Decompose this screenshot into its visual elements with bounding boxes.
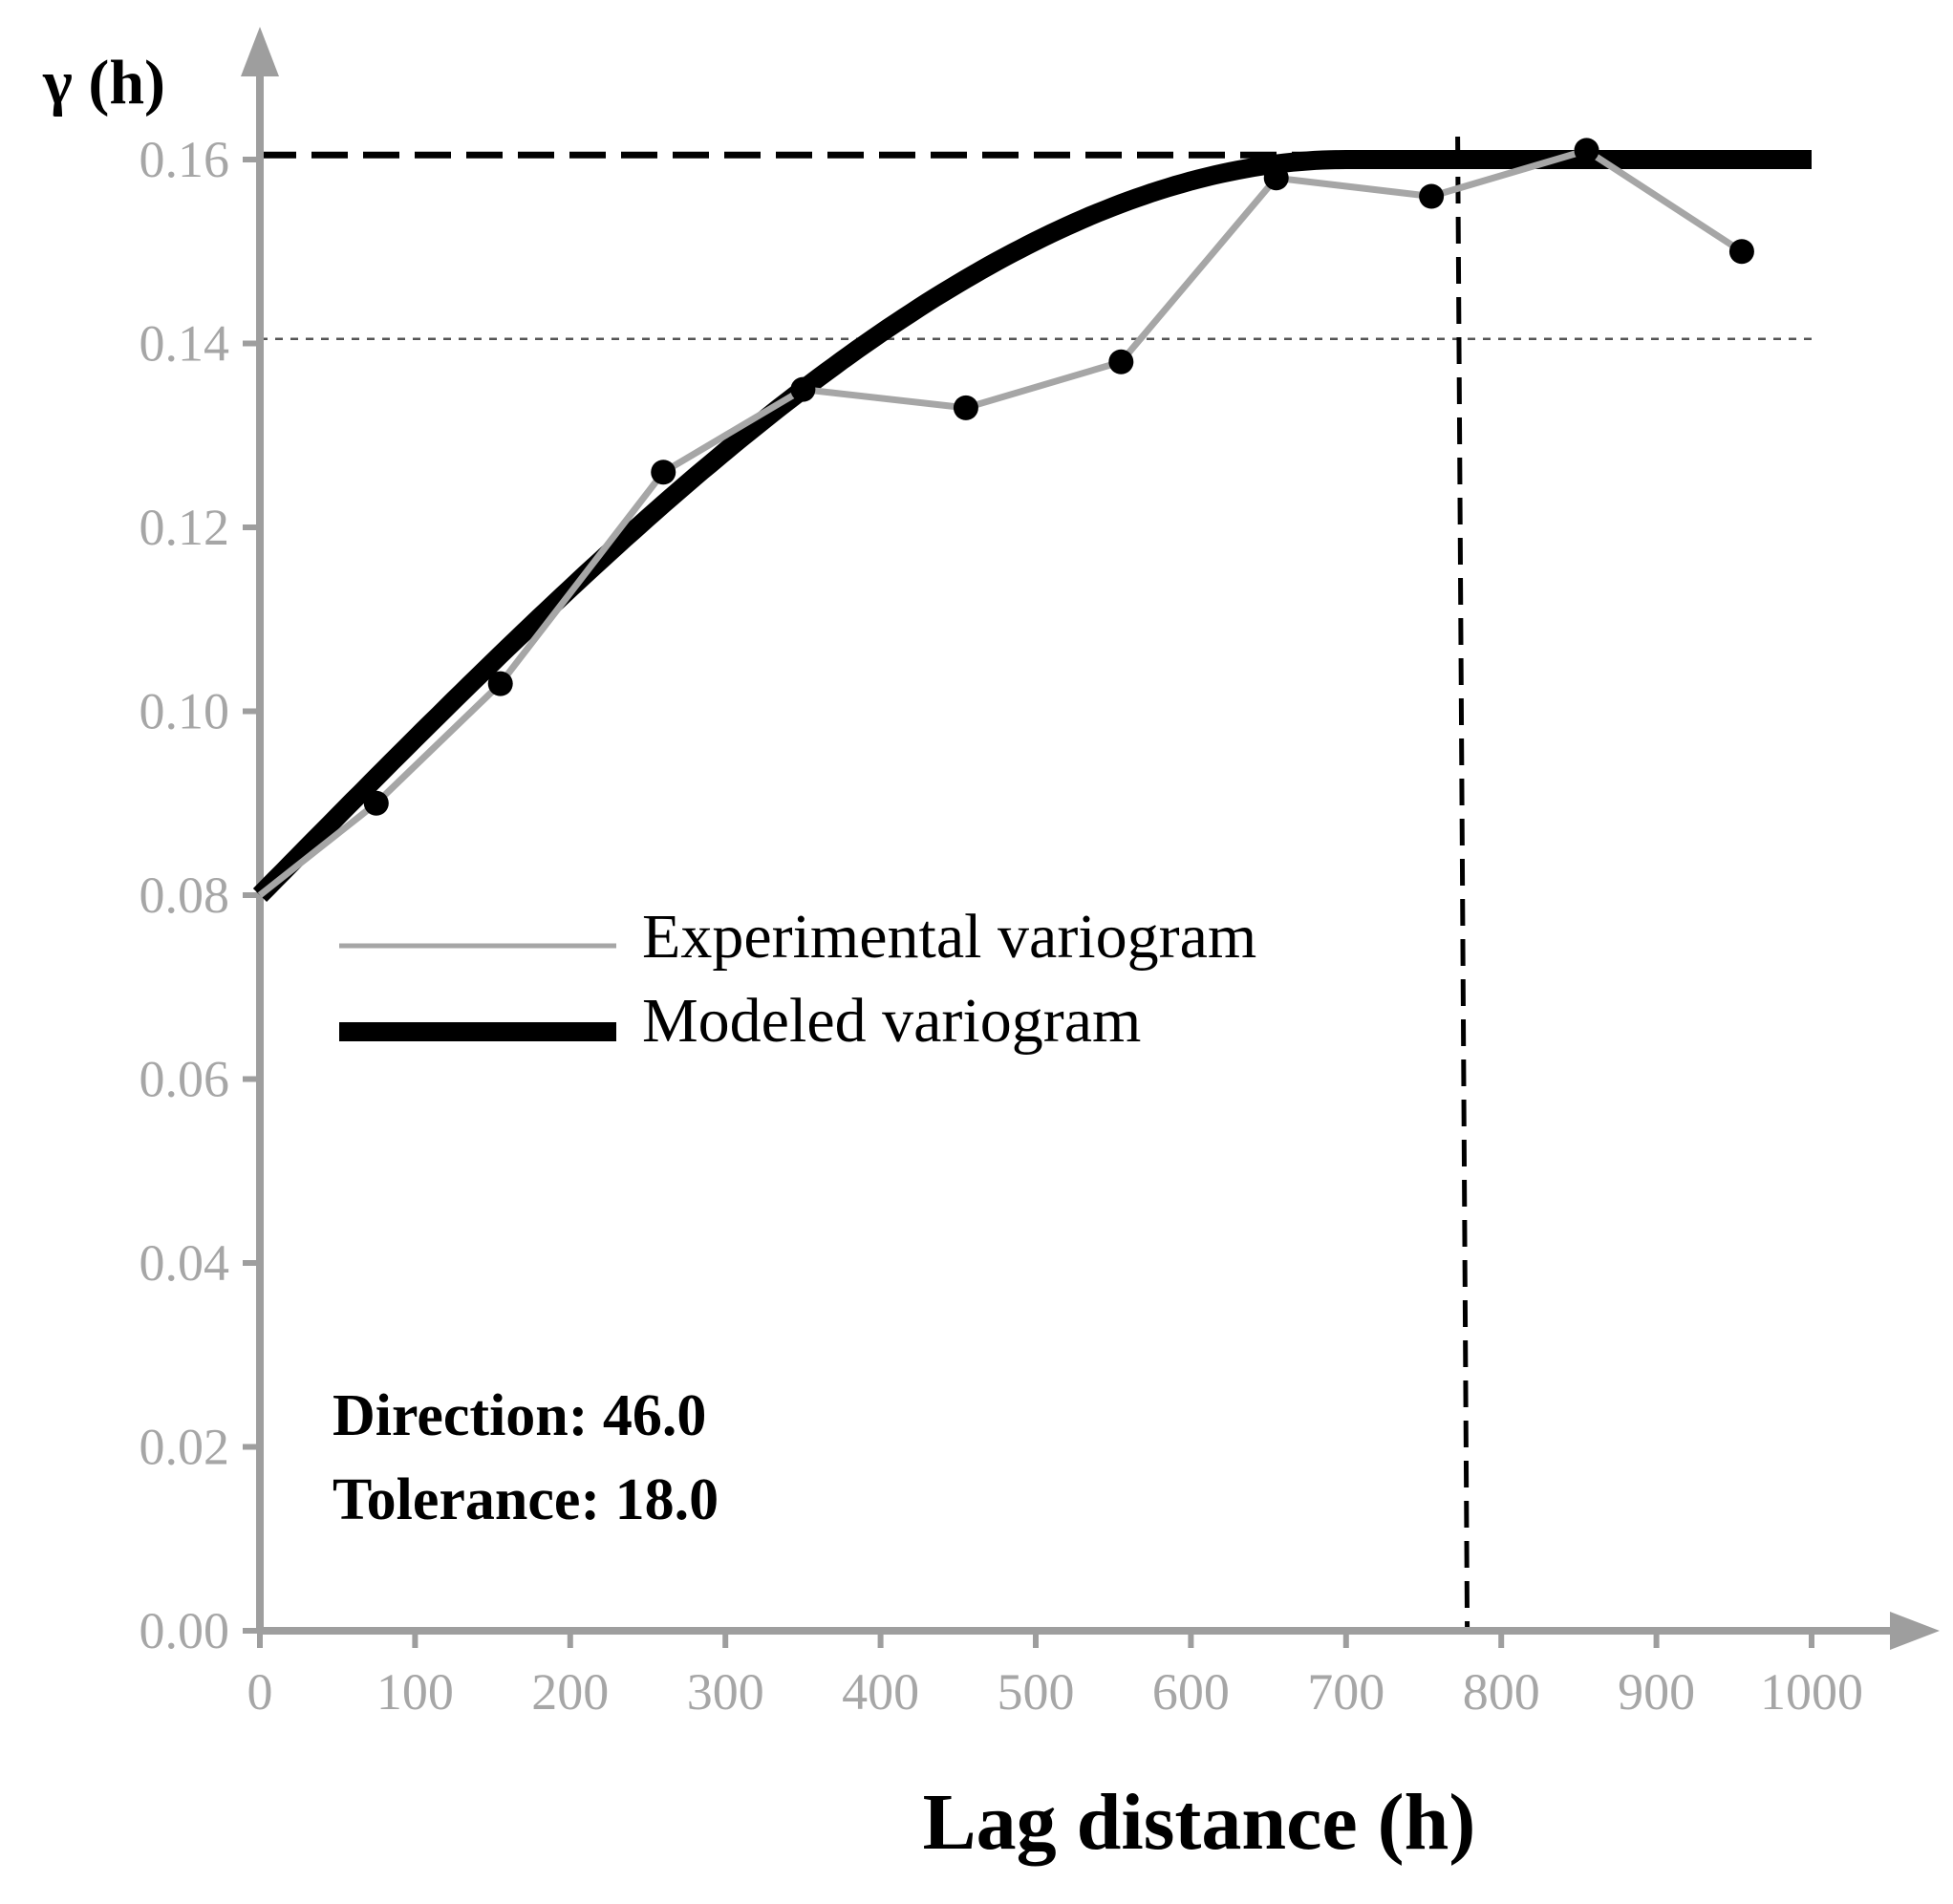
y-tick-label: 0.10 bbox=[140, 683, 230, 740]
reference-lines-layer bbox=[260, 136, 1812, 1632]
x-tick-label: 700 bbox=[1307, 1663, 1384, 1721]
y-tick-label: 0.02 bbox=[140, 1419, 230, 1476]
x-tick-label: 500 bbox=[998, 1663, 1075, 1721]
x-tick-label: 100 bbox=[376, 1663, 454, 1721]
range-reference-line bbox=[1455, 136, 1470, 1632]
x-tick-label: 600 bbox=[1152, 1663, 1230, 1721]
experimental-point bbox=[1574, 138, 1599, 163]
experimental-point bbox=[651, 460, 676, 485]
x-tick-label: 800 bbox=[1463, 1663, 1540, 1721]
y-tick-label: 0.12 bbox=[140, 499, 230, 556]
x-tick-label: 1000 bbox=[1760, 1663, 1863, 1721]
y-tick-label: 0.04 bbox=[140, 1234, 230, 1292]
y-tick-label: 0.08 bbox=[140, 866, 230, 924]
y-tick-label: 0.00 bbox=[140, 1602, 230, 1659]
experimental-point bbox=[953, 395, 978, 420]
legend-label-modeled: Modeled variogram bbox=[642, 986, 1141, 1056]
tolerance-note: Tolerance: 18.0 bbox=[333, 1467, 719, 1532]
direction-note: Direction: 46.0 bbox=[333, 1383, 706, 1448]
ticks-layer: 0.00 0.02 0.04 0.06 0.08 0.10 0.12 0.14 0.16 0 100… bbox=[140, 131, 1864, 1721]
x-tick-label: 0 bbox=[247, 1663, 273, 1721]
experimental-point bbox=[1108, 349, 1134, 374]
y-tick-label: 0.14 bbox=[140, 315, 230, 373]
experimental-point bbox=[790, 376, 816, 402]
axes-layer bbox=[241, 27, 1940, 1650]
y-axis-title: γ (h) bbox=[42, 48, 165, 118]
legend-label-experimental: Experimental variogram bbox=[642, 902, 1256, 972]
x-axis-arrowhead bbox=[1890, 1612, 1940, 1650]
experimental-point bbox=[363, 790, 389, 816]
experimental-point bbox=[1728, 239, 1754, 265]
x-tick-label: 300 bbox=[687, 1663, 764, 1721]
modeled-variogram-line bbox=[252, 150, 1814, 903]
series-layer bbox=[252, 138, 1814, 903]
x-tick-label: 200 bbox=[531, 1663, 609, 1721]
legend: Experimental variogram Modeled variogram bbox=[339, 902, 1256, 1056]
y-tick-label: 0.06 bbox=[140, 1051, 230, 1108]
parameter-note: Direction: 46.0 Tolerance: 18.0 bbox=[333, 1383, 719, 1532]
x-tick-label: 900 bbox=[1618, 1663, 1695, 1721]
y-axis-arrowhead bbox=[241, 27, 279, 76]
y-tick-label: 0.16 bbox=[140, 131, 230, 188]
x-tick-label: 400 bbox=[842, 1663, 919, 1721]
experimental-point bbox=[487, 671, 513, 696]
x-axis-title: Lag distance (h) bbox=[923, 1778, 1476, 1867]
experimental-point bbox=[1419, 183, 1445, 209]
experimental-point bbox=[1263, 165, 1289, 191]
